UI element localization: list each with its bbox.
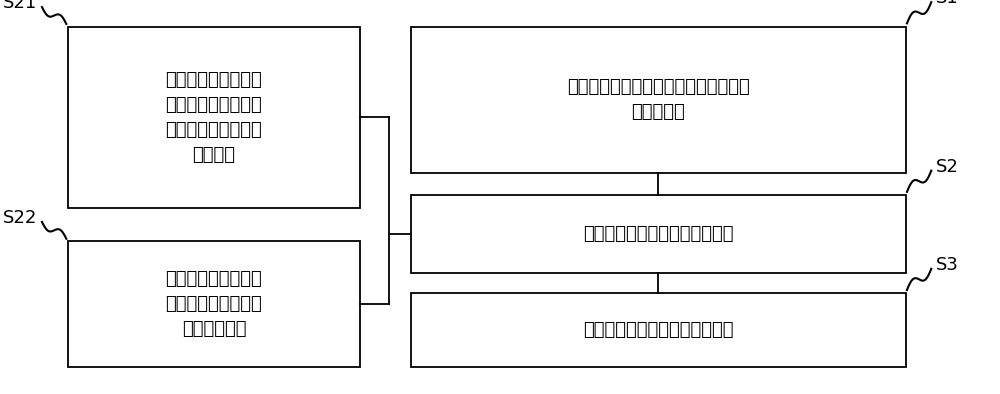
FancyBboxPatch shape <box>411 293 906 367</box>
Text: S1: S1 <box>936 0 959 7</box>
Text: S3: S3 <box>936 256 959 274</box>
Text: 根据特征量判断断路器是否故障: 根据特征量判断断路器是否故障 <box>583 225 734 243</box>
FancyBboxPatch shape <box>68 242 360 367</box>
Text: S2: S2 <box>936 158 959 176</box>
Text: 将特征量输入极限学
习机，以使极限学习
机输出断路器是否故
障的结果: 将特征量输入极限学 习机，以使极限学习 机输出断路器是否故 障的结果 <box>166 71 262 164</box>
Text: 若断路器故障，则发出预警信号: 若断路器故障，则发出预警信号 <box>583 322 734 339</box>
Text: 将特征量与参考阈值
进行对比，以确定断
路器是否故障: 将特征量与参考阈值 进行对比，以确定断 路器是否故障 <box>166 270 262 338</box>
Text: 当换流站交流滤波器投切时，采集断路
器的特征量: 当换流站交流滤波器投切时，采集断路 器的特征量 <box>567 78 750 121</box>
Text: S21: S21 <box>3 0 37 12</box>
FancyBboxPatch shape <box>411 195 906 273</box>
Text: S22: S22 <box>3 209 37 227</box>
FancyBboxPatch shape <box>411 27 906 173</box>
FancyBboxPatch shape <box>68 27 360 208</box>
